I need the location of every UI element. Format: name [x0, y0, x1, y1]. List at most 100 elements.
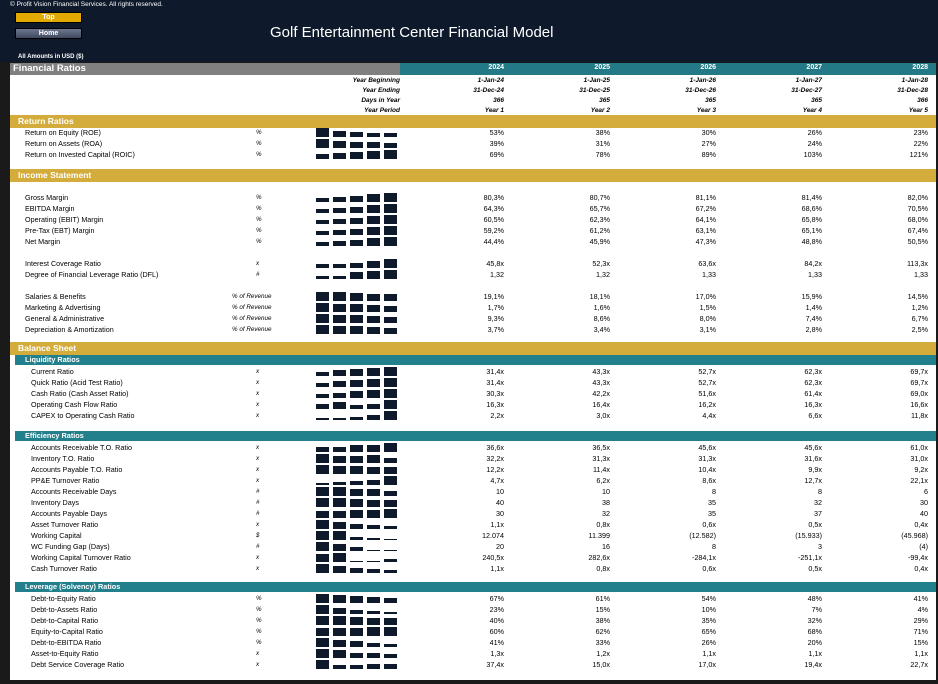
- trend-bar: [384, 367, 397, 376]
- trend-bar: [367, 368, 380, 376]
- ratio-row: Interest Coverage Ratio x 45,8x 52,3x 63,6x 8…: [10, 258, 936, 269]
- home-button[interactable]: Home: [15, 28, 82, 39]
- trend-bar: [316, 154, 329, 159]
- value-cell: 16,2x: [698, 400, 716, 409]
- trend-bar: [384, 627, 397, 636]
- trend-bar: [350, 568, 363, 573]
- value-cell: 40: [920, 509, 928, 518]
- value-cell: 64,1%: [695, 215, 716, 224]
- value-cell: 45,6x: [698, 443, 716, 452]
- unit-label: x: [256, 379, 260, 386]
- trend-bar: [350, 610, 363, 614]
- trend-bar: [350, 207, 363, 213]
- trend-bar: [350, 481, 363, 485]
- unit-label: %: [256, 617, 262, 624]
- ratio-row: Marketing & Advertising % of Revenue 1,7% 1…: [10, 302, 936, 313]
- value-cell: 67,4%: [907, 226, 928, 235]
- value-cell: 47,3%: [695, 237, 716, 246]
- trend-bar: [367, 194, 380, 202]
- ratio-row: Return on Assets (ROA)% 39% 31% 27% 24% 22%: [10, 138, 936, 149]
- unit-label: #: [256, 510, 260, 517]
- trend-sparkline: [316, 139, 397, 148]
- value-cell: 2,5%: [911, 325, 928, 334]
- ratio-label: Debt Service Coverage Ratio: [31, 660, 125, 669]
- trend-sparkline: [316, 487, 397, 496]
- row-label: Year Period: [364, 107, 400, 114]
- trend-bar: [350, 391, 363, 398]
- unit-label: %: [256, 227, 262, 234]
- table-title: Financial Ratios: [10, 63, 400, 75]
- value-cell: 43,3x: [592, 367, 610, 376]
- ratio-row: Current Ratio x 31,4x 43,3x 52,7x 62,3x 69,7x: [10, 366, 936, 377]
- trend-bar: [350, 369, 363, 376]
- trend-bar: [384, 389, 397, 398]
- value-cell: 1,1x: [490, 520, 504, 529]
- value-cell: 8,0%: [699, 314, 716, 323]
- cell: 366: [493, 97, 504, 104]
- trend-bar: [367, 480, 380, 485]
- trend-bar: [384, 306, 397, 312]
- trend-bar: [384, 270, 397, 279]
- ratio-row: Quick Ratio (Acid Test Ratio) x 31,4x 43,3x…: [10, 377, 936, 388]
- value-cell: 67%: [489, 594, 504, 603]
- trend-bar: [316, 660, 329, 669]
- trend-bar: [384, 598, 397, 603]
- ratio-row: CAPEX to Operating Cash Ratio x 2,2x 3,0x 4,…: [10, 410, 936, 421]
- trend-sparkline: [316, 303, 397, 312]
- trend-sparkline: [316, 627, 397, 636]
- unit-label: %: [256, 628, 262, 635]
- ratio-row: Gross Margin% 80,3% 80,7% 81,1% 81,4% 82,0%: [10, 192, 936, 203]
- trend-bar: [333, 197, 346, 202]
- trend-sparkline: [316, 150, 397, 159]
- trend-sparkline: [316, 226, 397, 235]
- value-cell: 0,5x: [808, 520, 822, 529]
- value-cell: 26%: [807, 128, 822, 137]
- value-cell: 81,1%: [695, 193, 716, 202]
- trend-sparkline: [316, 649, 397, 658]
- trend-sparkline: [316, 465, 397, 474]
- value-cell: 36,5x: [592, 443, 610, 452]
- trend-bar: [384, 467, 397, 474]
- value-cell: 22%: [913, 139, 928, 148]
- trend-bar: [350, 510, 363, 518]
- trend-bar: [316, 465, 329, 474]
- value-cell: 35%: [701, 616, 716, 625]
- trend-bar: [384, 237, 397, 246]
- value-cell: 1,3x: [490, 649, 504, 658]
- trend-bar: [333, 315, 346, 323]
- trend-bar: [316, 531, 329, 540]
- trend-sparkline: [316, 594, 397, 603]
- value-cell: 43,3x: [592, 378, 610, 387]
- trend-bar: [350, 456, 363, 463]
- trend-bar: [316, 638, 329, 647]
- ratio-row: Pre-Tax (EBT) Margin% 59,2% 61,2% 63,1% 65,1…: [10, 225, 936, 236]
- ratio-row: Net Margin% 44,4% 45,9% 47,3% 48,8% 50,5%: [10, 236, 936, 247]
- value-cell: -99,4x: [908, 553, 928, 562]
- ratio-label: Cash Turnover Ratio: [31, 564, 97, 573]
- value-cell: 16: [602, 542, 610, 551]
- trend-sparkline: [316, 498, 397, 507]
- trend-bar: [384, 226, 397, 235]
- value-cell: 1,1x: [490, 564, 504, 573]
- ratio-row: Debt-to-Assets Ratio% 23% 15% 10% 7% 4%: [10, 604, 936, 615]
- value-cell: 6,7%: [911, 314, 928, 323]
- trend-bar: [316, 487, 329, 496]
- top-button[interactable]: Top: [15, 12, 82, 23]
- trend-sparkline: [316, 400, 397, 409]
- value-cell: 2,8%: [805, 325, 822, 334]
- unit-label: x: [256, 412, 260, 419]
- trend-bar: [384, 378, 397, 387]
- value-cell: 1,4%: [805, 303, 822, 312]
- value-cell: 38: [602, 498, 610, 507]
- trend-bar: [367, 455, 380, 463]
- value-cell: 68%: [807, 627, 822, 636]
- year-label: 2028: [912, 64, 928, 71]
- trend-bar: [333, 264, 346, 268]
- trend-bar: [333, 553, 346, 562]
- ratio-label: Working Capital Turnover Ratio: [31, 553, 131, 562]
- value-cell: 81,4%: [801, 193, 822, 202]
- unit-label: %: [256, 151, 262, 158]
- value-cell: 61%: [595, 594, 610, 603]
- value-cell: 16,6x: [910, 400, 928, 409]
- trend-bar: [333, 482, 346, 485]
